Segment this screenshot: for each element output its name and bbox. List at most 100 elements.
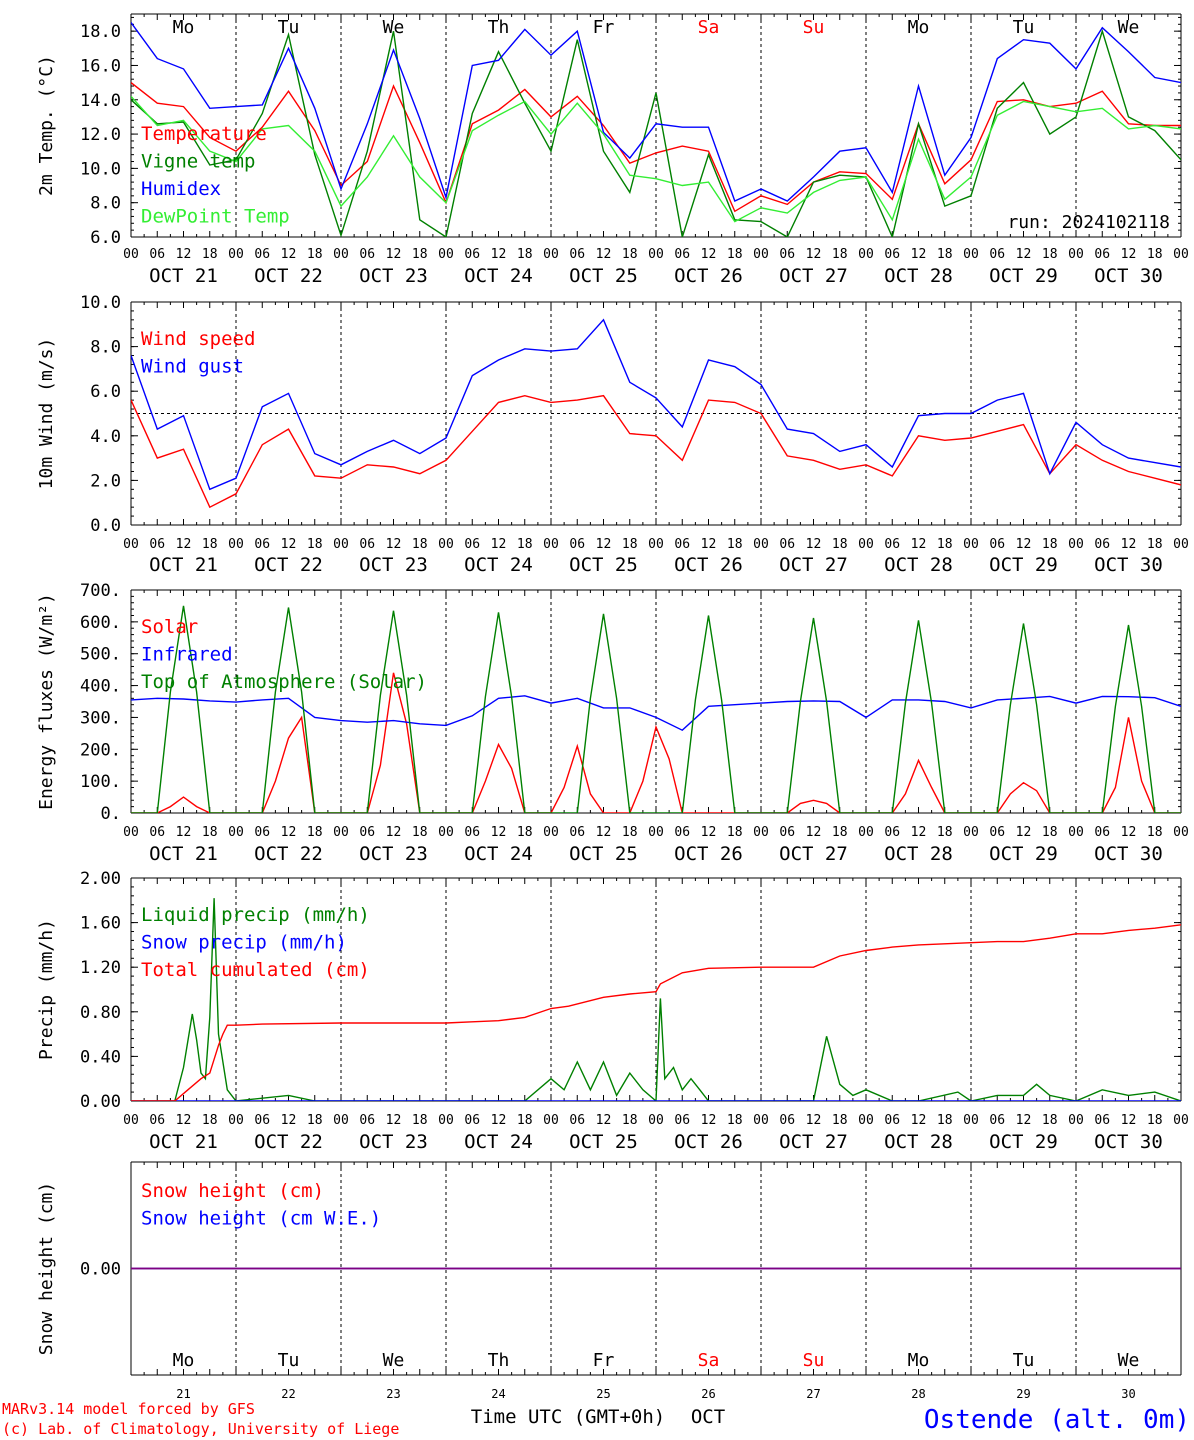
day-label: Su xyxy=(803,1350,825,1371)
series-line-top-of-atmosphere-solar- xyxy=(131,605,1181,813)
date-label: OCT 26 xyxy=(674,265,743,287)
station-label: Ostende (alt. 0m) xyxy=(924,1405,1190,1435)
y-tick-label: 100. xyxy=(80,772,121,792)
hour-label: 00 xyxy=(123,1113,139,1128)
legend-entry: Vigne temp xyxy=(141,151,255,173)
date-label: OCT 26 xyxy=(674,554,743,576)
hour-label: 18 xyxy=(412,1113,428,1128)
hour-label: 12 xyxy=(491,537,507,552)
hour-label: 18 xyxy=(1042,247,1058,262)
hour-label: 00 xyxy=(438,247,454,262)
hour-label: 12 xyxy=(911,247,927,262)
legend-entry: Humidex xyxy=(141,178,221,200)
hour-label: 06 xyxy=(149,247,165,262)
date-label: OCT 21 xyxy=(149,843,218,865)
day-number-label: 25 xyxy=(596,1387,610,1401)
date-label: OCT 26 xyxy=(674,1131,743,1153)
hour-label: 06 xyxy=(569,537,585,552)
date-label: OCT 30 xyxy=(1094,843,1163,865)
y-tick-label: 2.0 xyxy=(90,471,121,491)
hour-label: 12 xyxy=(386,1113,402,1128)
hour-label: 18 xyxy=(937,247,953,262)
hour-label: 00 xyxy=(963,1113,979,1128)
hour-label: 00 xyxy=(333,247,349,262)
date-label: OCT 28 xyxy=(884,265,953,287)
hour-label: 18 xyxy=(832,537,848,552)
hour-label: 18 xyxy=(412,825,428,840)
y-tick-label: 0.0 xyxy=(90,516,121,536)
day-label: We xyxy=(1118,1350,1140,1371)
hour-label: 12 xyxy=(596,537,612,552)
date-label: OCT 22 xyxy=(254,265,323,287)
day-label: Th xyxy=(488,17,510,38)
series-line-wind-speed xyxy=(131,394,1181,509)
hour-label: 12 xyxy=(176,1113,192,1128)
y-tick-label: 0.00 xyxy=(80,1260,121,1280)
hour-label: 00 xyxy=(1068,825,1084,840)
y-tick-label: 12.0 xyxy=(80,125,121,145)
hour-label: 12 xyxy=(176,537,192,552)
hour-label: 00 xyxy=(228,537,244,552)
hour-label: 00 xyxy=(543,247,559,262)
hour-label: 00 xyxy=(228,825,244,840)
day-label: Sa xyxy=(698,17,720,38)
y-tick-label: 0.80 xyxy=(80,1003,121,1023)
hour-label: 00 xyxy=(333,1113,349,1128)
hour-label: 18 xyxy=(202,825,218,840)
panels-layer: 6.0 8.0 10.0 12.0 14.0 16.0 18.0 2m Temp. (°C) T… xyxy=(36,13,1189,1401)
hour-label: 18 xyxy=(202,247,218,262)
hour-label: 00 xyxy=(123,247,139,262)
day-label: Tu xyxy=(1013,17,1035,38)
hour-label: 18 xyxy=(412,247,428,262)
hour-label: 18 xyxy=(307,247,323,262)
hour-label: 06 xyxy=(254,247,270,262)
hour-label: 00 xyxy=(648,537,664,552)
legend-entry: Wind gust xyxy=(141,356,244,378)
y-tick-label: 500. xyxy=(80,645,121,665)
hour-label: 12 xyxy=(491,825,507,840)
hour-label: 12 xyxy=(386,537,402,552)
hour-label: 00 xyxy=(858,1113,874,1128)
day-number-label: 27 xyxy=(806,1387,820,1401)
hour-label: 06 xyxy=(779,537,795,552)
day-number-label: 26 xyxy=(701,1387,715,1401)
hour-label: 18 xyxy=(307,537,323,552)
hour-label: 06 xyxy=(1094,1113,1110,1128)
day-number-label: 28 xyxy=(911,1387,925,1401)
hour-label: 06 xyxy=(779,825,795,840)
hour-label: 00 xyxy=(543,1113,559,1128)
hour-label: 12 xyxy=(701,1113,717,1128)
hour-label: 18 xyxy=(307,1113,323,1128)
y-tick-label: 1.60 xyxy=(80,914,121,934)
legend-entry: Liquid precip (mm/h) xyxy=(141,904,370,926)
y-tick-label: 400. xyxy=(80,677,121,697)
hour-label: 00 xyxy=(753,1113,769,1128)
day-label: Tu xyxy=(278,17,300,38)
y-tick-label: 0.00 xyxy=(80,1092,121,1112)
y-axis-label: Snow height (cm) xyxy=(36,1182,57,1355)
date-label: OCT 24 xyxy=(464,843,533,865)
hour-label: 18 xyxy=(622,825,638,840)
hour-label: 06 xyxy=(884,537,900,552)
day-label: Mo xyxy=(908,1350,930,1371)
date-label: OCT 28 xyxy=(884,554,953,576)
day-label: Mo xyxy=(908,17,930,38)
y-tick-label: 200. xyxy=(80,740,121,760)
hour-label: 18 xyxy=(1147,825,1163,840)
day-label: Tu xyxy=(1013,1350,1035,1371)
hour-label: 18 xyxy=(517,247,533,262)
y-tick-label: 10.0 xyxy=(80,293,121,313)
date-label: OCT 25 xyxy=(569,265,638,287)
y-tick-label: 600. xyxy=(80,613,121,633)
hour-label: 00 xyxy=(963,537,979,552)
series-line-dewpoint-temp xyxy=(131,95,1181,223)
hour-label: 06 xyxy=(359,247,375,262)
hour-label: 18 xyxy=(517,537,533,552)
hour-label: 12 xyxy=(1121,1113,1137,1128)
hour-label: 12 xyxy=(491,1113,507,1128)
series-line-wind-gust xyxy=(131,318,1181,491)
date-label: OCT 29 xyxy=(989,843,1058,865)
hour-label: 06 xyxy=(989,825,1005,840)
hour-label: 06 xyxy=(989,1113,1005,1128)
series-group xyxy=(131,318,1181,509)
